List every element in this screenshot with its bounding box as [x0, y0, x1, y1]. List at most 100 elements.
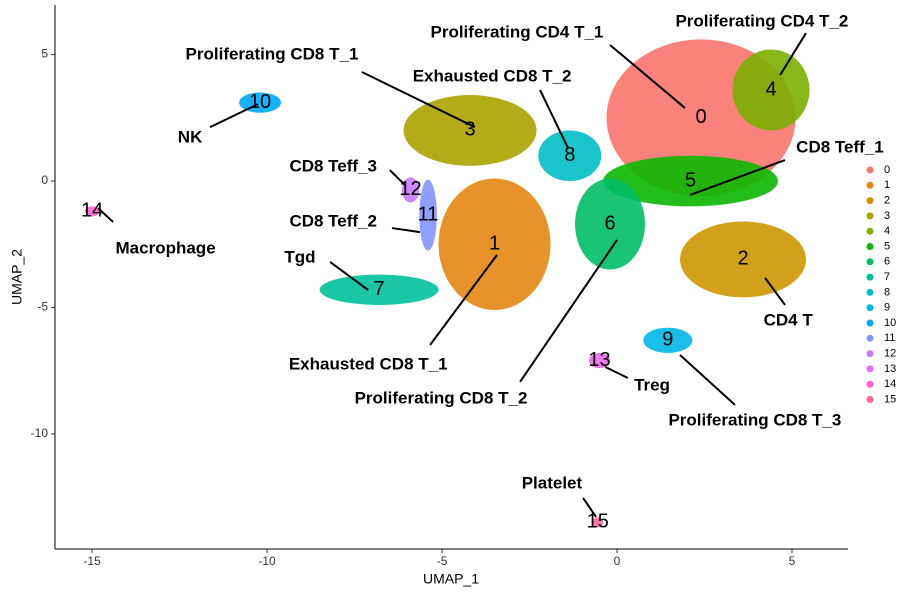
legend-swatch	[866, 380, 874, 388]
annotation-line	[609, 44, 686, 109]
annotation: Exhausted CD8 T_1	[289, 354, 448, 373]
y-tick-label: -5	[37, 300, 48, 314]
legend-swatch	[866, 396, 874, 403]
y-tick-label: 5	[41, 47, 48, 61]
legend-label: 0	[884, 164, 890, 176]
annotation-line	[97, 207, 114, 223]
legend-swatch	[866, 334, 874, 342]
cluster-label: 9	[662, 329, 673, 351]
cluster-points	[401, 177, 420, 203]
cluster-points	[438, 178, 551, 311]
cluster-label: 13	[588, 349, 610, 371]
legend-label: 11	[884, 332, 895, 344]
legend-swatch	[866, 365, 874, 373]
legend-label: 15	[884, 393, 896, 405]
annotation-line	[582, 497, 597, 518]
cluster-label: 3	[464, 119, 475, 141]
legend-label: 10	[884, 317, 896, 329]
annotation: Tgd	[284, 247, 315, 266]
annotation-line	[519, 239, 618, 383]
annotation-line	[689, 159, 786, 196]
annotation: Proliferating CD8 T_2	[355, 389, 528, 408]
annotation: Treg	[634, 375, 670, 394]
cluster-label: 5	[685, 169, 696, 191]
cluster-points	[732, 49, 810, 131]
legend-label: 8	[884, 286, 890, 298]
legend-label: 12	[884, 348, 896, 360]
legend-swatch	[866, 304, 874, 312]
annotation-line	[429, 254, 498, 346]
cluster-points	[319, 274, 439, 305]
legend-swatch	[866, 273, 874, 281]
annotation-line	[604, 366, 629, 379]
annotation: Exhausted CD8 T_2	[413, 67, 572, 86]
cluster-label: 0	[695, 106, 706, 128]
x-tick-label: -15	[83, 554, 101, 568]
annotation-line	[391, 227, 421, 234]
cluster-label: 14	[81, 200, 103, 222]
legend-swatch	[866, 350, 874, 358]
cluster-label: 1	[489, 233, 500, 255]
annotation-line	[329, 261, 369, 291]
cluster-label: 10	[249, 91, 271, 113]
cluster-points	[85, 206, 100, 217]
x-tick-label: 0	[614, 554, 621, 568]
legend-label: 2	[884, 195, 890, 207]
x-tick-label: -10	[258, 554, 276, 568]
annotation: CD8 Teff_2	[289, 211, 377, 230]
cluster-points	[575, 178, 646, 270]
legend-swatch	[866, 197, 874, 205]
cluster-points	[589, 352, 611, 369]
cluster-points	[403, 95, 537, 166]
legend-label: 6	[884, 256, 890, 268]
y-tick-label: 0	[41, 173, 48, 187]
annotation: Proliferating CD8 T_1	[186, 45, 359, 64]
annotation-line	[389, 169, 406, 186]
legend-swatch	[866, 212, 874, 220]
cluster-label: 2	[737, 248, 748, 270]
legend-label: 4	[884, 225, 890, 237]
annotation-line	[779, 32, 807, 76]
y-tick-label: -10	[31, 426, 49, 440]
cluster-points	[419, 179, 437, 251]
legend-swatch	[866, 258, 874, 266]
legend-swatch	[866, 181, 874, 189]
cluster-points	[680, 221, 807, 298]
annotation: CD8 Teff_3	[289, 157, 377, 176]
legend-label: 5	[884, 240, 890, 252]
legend-label: 1	[884, 179, 890, 191]
annotation-line	[361, 71, 476, 129]
cluster-label: 8	[564, 144, 575, 166]
annotation: Proliferating CD8 T_3	[668, 411, 841, 430]
annotation-line	[679, 354, 736, 406]
annotation-line	[764, 277, 786, 306]
cluster-points	[538, 130, 602, 182]
annotation: Macrophage	[116, 239, 216, 258]
cluster-label: 7	[373, 278, 384, 300]
cluster-label: 11	[418, 203, 439, 225]
legend-swatch	[866, 227, 874, 235]
legend-swatch	[866, 319, 874, 327]
annotation: CD8 Teff_1	[796, 138, 884, 157]
legend-label: 3	[884, 210, 890, 222]
y-axis-title: UMAP_2	[9, 249, 25, 305]
legend-label: 7	[884, 271, 890, 283]
cluster-points	[643, 327, 693, 353]
cluster-label: 15	[587, 511, 609, 533]
legend-label: 9	[884, 302, 890, 314]
annotation-line	[539, 89, 569, 149]
legend-label: 14	[884, 378, 896, 390]
legend-label: 13	[884, 363, 896, 375]
annotation: Proliferating CD4 T_1	[431, 23, 604, 42]
x-axis-title: UMAP_1	[423, 571, 479, 587]
x-tick-label: -5	[437, 554, 448, 568]
annotation: Proliferating CD4 T_2	[675, 12, 848, 31]
legend-swatch	[866, 288, 874, 296]
x-tick-label: 5	[789, 554, 796, 568]
legend-swatch	[866, 166, 874, 174]
legend-swatch	[866, 243, 874, 250]
annotation: CD4 T	[764, 310, 814, 329]
cluster-label: 4	[765, 78, 776, 100]
cluster-label: 6	[604, 212, 615, 234]
